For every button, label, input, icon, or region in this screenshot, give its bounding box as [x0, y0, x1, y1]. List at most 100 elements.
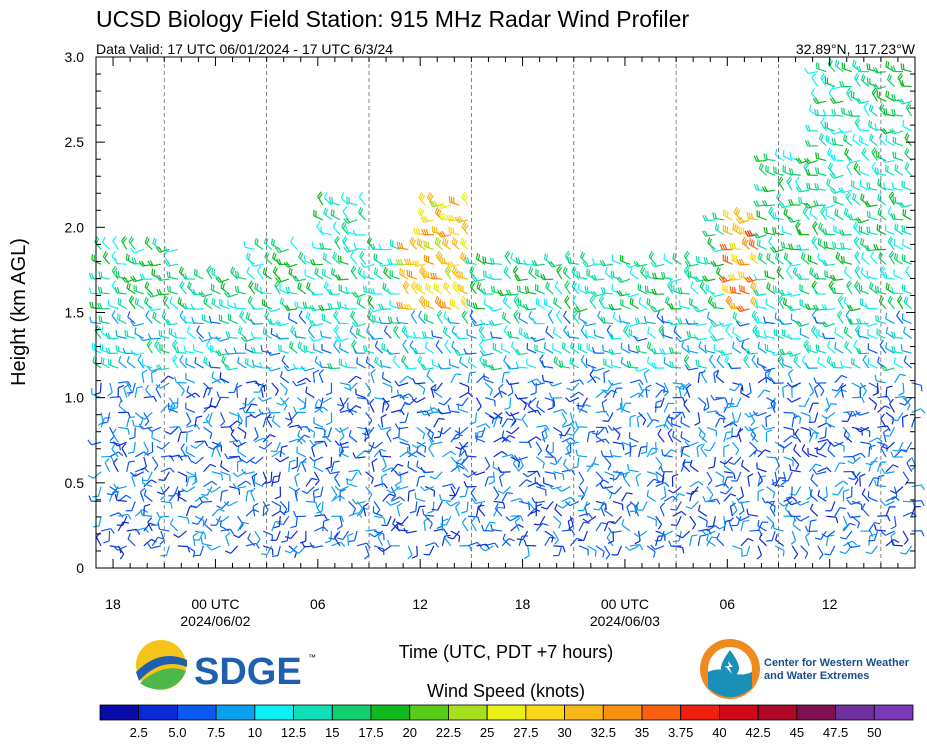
wind-barb: [151, 536, 164, 547]
wind-barb: [313, 209, 324, 221]
wind-barb: [185, 412, 192, 427]
wind-barb: [155, 246, 170, 253]
wind-barb: [396, 241, 409, 251]
wind-barb-staff: [369, 403, 375, 413]
wind-barb-flag: [666, 297, 670, 304]
wind-barb: [694, 412, 701, 426]
wind-barb-staff: [382, 493, 390, 502]
wind-barb-flag: [618, 315, 621, 322]
wind-barb-flag: [369, 533, 375, 538]
wind-barb: [328, 530, 341, 540]
wind-barb-flag: [332, 269, 336, 276]
wind-barb: [297, 282, 307, 295]
wind-barb-flag: [139, 273, 143, 280]
wind-barb-flag: [605, 554, 611, 560]
wind-barb-flag: [403, 527, 408, 534]
wind-barb-flag: [334, 485, 340, 491]
wind-barb-staff: [433, 391, 443, 399]
wind-barb-flag: [669, 361, 672, 368]
wind-barb-flag: [553, 473, 557, 480]
wind-barb-staff: [281, 397, 290, 406]
wind-barb-flag: [451, 266, 456, 273]
wind-barb-staff: [396, 506, 401, 517]
wind-barb: [676, 382, 691, 390]
wind-barb-staff: [416, 397, 426, 404]
wind-barb-staff: [271, 510, 281, 517]
wind-barb-staff: [305, 478, 313, 487]
wind-barb-flag: [573, 307, 579, 313]
wind-barb: [333, 339, 341, 354]
wind-barb-staff: [221, 500, 230, 509]
wind-barb: [331, 541, 346, 547]
wind-barb: [177, 490, 187, 502]
wind-barb-flag: [498, 506, 505, 509]
wind-barb: [571, 280, 580, 295]
wind-barb-flag: [601, 389, 608, 392]
wind-barb-staff: [526, 291, 537, 295]
wind-barb: [296, 461, 307, 472]
wind-barb-flag: [570, 423, 576, 430]
wind-barb: [309, 542, 324, 549]
wind-barb: [305, 281, 315, 295]
wind-barb: [621, 492, 633, 502]
wind-barb-flag: [506, 492, 513, 495]
wind-barb-flag: [385, 500, 391, 506]
wind-barb-staff: [407, 450, 417, 458]
wind-barb: [635, 472, 642, 487]
wind-barb-flag: [270, 238, 274, 245]
wind-barb-staff: [312, 372, 315, 383]
wind-barb-flag: [349, 325, 354, 332]
wind-barb: [356, 397, 369, 405]
wind-barb: [472, 302, 486, 310]
wind-barb-flag: [230, 428, 235, 435]
wind-barb: [127, 311, 136, 325]
wind-barb: [523, 539, 537, 547]
wind-barb-staff: [577, 456, 580, 467]
wind-barb: [127, 533, 136, 547]
wind-barb-flag: [627, 464, 630, 471]
wind-barb-staff: [117, 545, 127, 551]
wind-barb-flag: [344, 303, 348, 310]
wind-barb: [677, 287, 690, 295]
wind-barb-flag: [276, 402, 283, 406]
wind-barb-staff: [586, 322, 597, 327]
wind-barb-flag: [233, 347, 237, 354]
wind-barb-flag: [571, 358, 574, 365]
wind-barb: [514, 274, 528, 282]
wind-barb-staff: [289, 545, 298, 554]
wind-barb: [334, 335, 349, 343]
wind-barb-flag: [611, 389, 618, 394]
wind-barb: [342, 206, 350, 221]
wind-barb-flag: [459, 356, 462, 363]
wind-barb: [633, 366, 648, 372]
wind-barb-flag: [173, 376, 178, 383]
wind-barb-flag: [618, 290, 623, 296]
wind-barb-staff: [297, 426, 308, 428]
wind-barb-flag: [504, 267, 509, 274]
wind-barb-staff: [118, 513, 129, 517]
wind-barb-flag: [394, 484, 400, 490]
wind-barb: [420, 485, 435, 492]
wind-barb: [671, 284, 682, 295]
wind-barb-flag: [191, 522, 198, 525]
wind-barb-flag: [640, 451, 647, 455]
wind-barb-flag: [478, 324, 483, 331]
wind-barb-flag: [433, 282, 436, 289]
wind-barb-flag: [433, 385, 437, 393]
wind-barb-staff: [151, 456, 159, 466]
wind-barb: [158, 471, 170, 482]
wind-barb-staff: [478, 344, 486, 354]
wind-barb: [590, 290, 605, 297]
wind-barb-flag: [132, 419, 135, 426]
wind-barb: [139, 487, 146, 502]
wind-barbs: [87, 58, 926, 560]
wind-barb-flag: [536, 409, 542, 416]
wind-barb-flag: [147, 305, 152, 311]
wind-barb-flag: [442, 326, 446, 333]
wind-barb-flag: [112, 428, 117, 435]
wind-barb: [543, 342, 554, 354]
wind-barb-staff: [663, 382, 669, 393]
wind-barb-flag: [676, 318, 681, 325]
wind-barb-staff: [100, 412, 104, 423]
wind-barb-flag: [490, 285, 493, 292]
